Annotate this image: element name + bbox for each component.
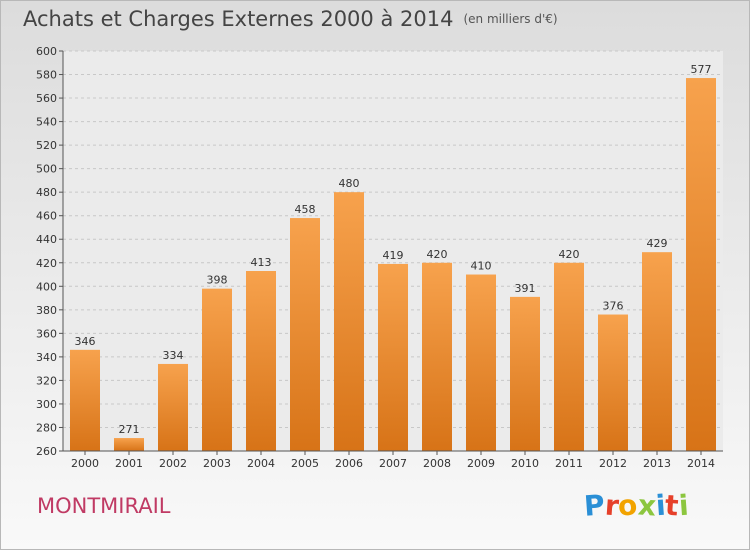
y-tick-label: 520 [36, 139, 57, 152]
x-tick-label: 2001 [115, 457, 143, 470]
chart-title-text: Achats et Charges Externes 2000 à 2014 [23, 7, 454, 31]
y-tick-label: 280 [36, 421, 57, 434]
y-tick-label: 320 [36, 374, 57, 387]
bar-value-label: 420 [427, 248, 448, 261]
proxiti-logo: Proxiti [582, 488, 690, 523]
logo-letter: x [636, 488, 657, 523]
logo-letter: i [677, 488, 690, 523]
bar-value-label: 480 [339, 177, 360, 190]
bar-value-label: 577 [691, 63, 712, 76]
x-tick-label: 2012 [599, 457, 627, 470]
bar [422, 262, 452, 451]
bar-value-label: 376 [603, 300, 624, 313]
bar [334, 192, 364, 452]
bar [158, 363, 188, 451]
y-tick-label: 600 [36, 45, 57, 58]
x-tick-label: 2002 [159, 457, 187, 470]
bar [554, 262, 584, 451]
y-tick-label: 400 [36, 280, 57, 293]
bar [466, 274, 496, 451]
x-tick-label: 2011 [555, 457, 583, 470]
bar [70, 349, 100, 451]
y-tick-label: 440 [36, 233, 57, 246]
logo-letter: o [617, 488, 639, 523]
bar [290, 218, 320, 451]
bar-value-label: 419 [383, 249, 404, 262]
bar [246, 271, 276, 451]
chart-subtitle: (en milliers d'€) [463, 12, 558, 26]
y-tick-label: 560 [36, 92, 57, 105]
y-tick-label: 540 [36, 116, 57, 129]
y-tick-label: 340 [36, 351, 57, 364]
bar-value-label: 398 [207, 274, 228, 287]
x-tick-label: 2006 [335, 457, 363, 470]
y-tick-label: 500 [36, 163, 57, 176]
bar [510, 296, 540, 451]
bar-value-label: 334 [163, 349, 184, 362]
bar-value-label: 413 [251, 256, 272, 269]
x-tick-label: 2013 [643, 457, 671, 470]
bar-value-label: 420 [559, 248, 580, 261]
bar-value-label: 391 [515, 282, 536, 295]
y-tick-label: 460 [36, 210, 57, 223]
y-tick-label: 380 [36, 304, 57, 317]
bar-value-label: 271 [119, 423, 140, 436]
y-tick-label: 260 [36, 445, 57, 458]
bar-value-label: 429 [647, 237, 668, 250]
x-tick-label: 2010 [511, 457, 539, 470]
logo-letter: P [582, 488, 606, 523]
x-tick-label: 2004 [247, 457, 275, 470]
x-tick-label: 2005 [291, 457, 319, 470]
chart-title: Achats et Charges Externes 2000 à 2014 (e… [23, 7, 558, 31]
x-tick-label: 2014 [687, 457, 715, 470]
bar-value-label: 410 [471, 260, 492, 273]
bar [686, 78, 716, 451]
bar-value-label: 346 [75, 335, 96, 348]
x-tick-label: 2000 [71, 457, 99, 470]
x-tick-label: 2007 [379, 457, 407, 470]
y-tick-label: 480 [36, 186, 57, 199]
bar [598, 314, 628, 451]
y-tick-label: 360 [36, 327, 57, 340]
x-tick-label: 2003 [203, 457, 231, 470]
y-tick-label: 580 [36, 69, 57, 82]
bar [642, 252, 672, 451]
x-tick-label: 2008 [423, 457, 451, 470]
bar [202, 288, 232, 451]
bar [114, 438, 144, 451]
bar-value-label: 458 [295, 203, 316, 216]
place-name: MONTMIRAIL [37, 494, 171, 518]
y-tick-label: 420 [36, 257, 57, 270]
bar [378, 263, 408, 451]
x-tick-label: 2009 [467, 457, 495, 470]
y-tick-label: 300 [36, 398, 57, 411]
